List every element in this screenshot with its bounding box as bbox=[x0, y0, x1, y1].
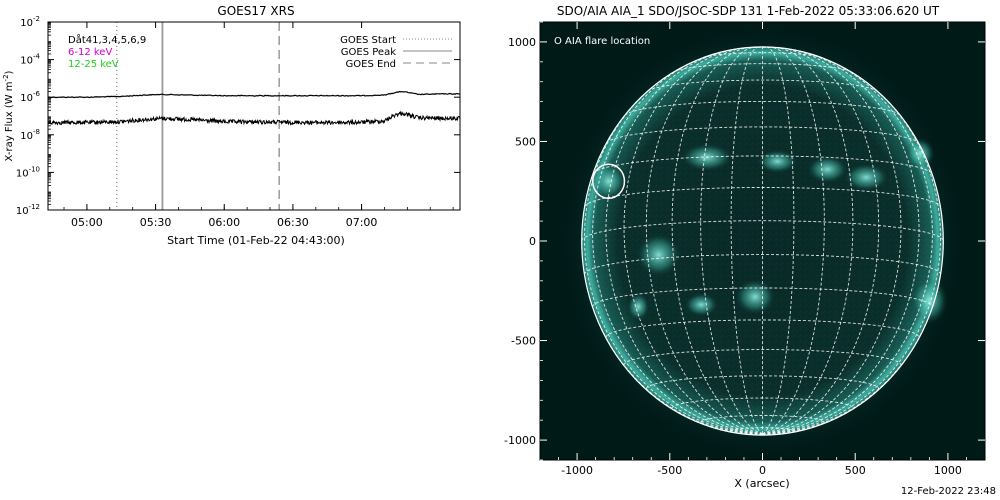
aia-active-region bbox=[905, 137, 935, 170]
goes-series-long bbox=[47, 90, 461, 99]
aia-image-chart: SDO/AIA AIA_1 SDO/JSOC-SDP 131 1-Feb-202… bbox=[504, 4, 986, 490]
goes-channel-info: Dåt41,3,4,5,6,9 6-12 keV 12-25 keV bbox=[68, 33, 146, 70]
goes-plot-area: 10-2 10-4 10-6 10-8 10-10 10-12 05:00 05:30 06:0… bbox=[16, 15, 461, 229]
aia-limb-brightening bbox=[581, 46, 944, 436]
aia-grid-line bbox=[700, 46, 763, 435]
goes-info-line: Dåt41,3,4,5,6,9 bbox=[68, 33, 146, 46]
aia-grid-line bbox=[762, 46, 795, 435]
goes-legend-label: GOES Peak bbox=[341, 47, 396, 58]
goes-legend: GOES Start GOES Peak GOES End bbox=[340, 35, 452, 70]
goes-ylabel: X-ray Flux (W m-2) bbox=[2, 70, 15, 161]
goes-ytick-label: 10-10 bbox=[16, 165, 40, 179]
aia-active-region bbox=[684, 292, 718, 317]
goes-legend-label: GOES End bbox=[346, 59, 396, 70]
aia-active-region bbox=[807, 155, 848, 184]
aia-active-region bbox=[636, 233, 681, 277]
aia-grid-line bbox=[592, 287, 933, 308]
goes-xtick-label: 06:30 bbox=[277, 216, 309, 229]
goes-plot-frame bbox=[47, 21, 461, 211]
goes-xtick-label: 06:00 bbox=[208, 216, 240, 229]
goes-series-short bbox=[47, 110, 461, 126]
aia-grid-line bbox=[584, 75, 763, 435]
aia-flare-marker bbox=[592, 163, 626, 200]
aia-xtick-label: -500 bbox=[657, 464, 682, 477]
aia-legend: O AIA flare location bbox=[554, 36, 650, 47]
aia-plot-area: O AIA flare location -1000 -500 0 500 1000 -10… bbox=[504, 21, 986, 477]
aia-grid-line bbox=[645, 47, 763, 435]
goes-legend-label: GOES Start bbox=[340, 35, 396, 46]
aia-active-region bbox=[734, 278, 776, 315]
aia-grid-line bbox=[762, 49, 920, 435]
aia-grid-line bbox=[762, 240, 944, 435]
aia-ytick-label: -500 bbox=[511, 335, 536, 348]
aia-active-region bbox=[591, 163, 626, 200]
aia-xtick-label: -1000 bbox=[561, 464, 593, 477]
aia-ytick-label: -1000 bbox=[504, 434, 536, 447]
goes-info-line: 6-12 keV bbox=[68, 47, 112, 58]
aia-grid-line bbox=[592, 54, 763, 435]
aia-grid-line bbox=[762, 46, 825, 435]
aia-grid-line bbox=[605, 49, 763, 435]
aia-ytick-label: 0 bbox=[529, 235, 536, 248]
aia-grid-line bbox=[762, 47, 880, 435]
aia-active-region bbox=[844, 163, 889, 192]
aia-title: SDO/AIA AIA_1 SDO/JSOC-SDP 131 1-Feb-202… bbox=[557, 4, 940, 18]
aia-grid-line bbox=[592, 155, 933, 174]
goes-xtick-label: 05:30 bbox=[140, 216, 172, 229]
footer-timestamp: 12-Feb-2022 23:48 bbox=[900, 486, 996, 497]
aia-grid-line bbox=[673, 63, 852, 73]
goes-xtick-label: 05:00 bbox=[71, 216, 103, 229]
aia-limb-outline bbox=[581, 46, 944, 436]
goes-ytick-label: 10-2 bbox=[20, 15, 40, 29]
goes-info-line: 12-25 keV bbox=[68, 59, 119, 70]
aia-grid-line bbox=[605, 126, 920, 144]
aia-ytick-label: 500 bbox=[515, 135, 536, 148]
aia-active-region bbox=[756, 149, 798, 174]
goes-title: GOES17 XRS bbox=[217, 4, 294, 18]
aia-xtick-label: 500 bbox=[845, 464, 866, 477]
goes-ytick-label: 10-6 bbox=[20, 90, 40, 104]
aia-grid-line bbox=[647, 79, 878, 92]
goes-xrs-chart: GOES17 XRS 10-2 10-4 10-6 10-8 10-10 10-12 05:… bbox=[2, 4, 461, 247]
aia-grid-line bbox=[581, 240, 763, 435]
aia-grid-line bbox=[762, 75, 941, 435]
aia-grid-line bbox=[762, 54, 933, 435]
goes-ytick-label: 10-8 bbox=[20, 128, 40, 142]
aia-xtick-label: 0 bbox=[759, 464, 766, 477]
goes-xlabel: Start Time (01-Feb-22 04:43:00) bbox=[167, 234, 345, 247]
aia-active-region bbox=[910, 276, 948, 325]
goes-xtick-label: 07:00 bbox=[346, 216, 378, 229]
goes-ytick-label: 10-4 bbox=[20, 53, 40, 67]
goes-ytick-label: 10-12 bbox=[16, 203, 40, 217]
aia-xlabel: X (arcsec) bbox=[734, 477, 789, 490]
aia-grid-line bbox=[762, 46, 854, 435]
aia-active-region bbox=[627, 292, 650, 321]
aia-grid-line bbox=[730, 46, 763, 435]
aia-ytick-label: 1000 bbox=[508, 36, 536, 49]
aia-xtick-label: 1000 bbox=[934, 464, 962, 477]
aia-grid-line bbox=[671, 46, 763, 435]
